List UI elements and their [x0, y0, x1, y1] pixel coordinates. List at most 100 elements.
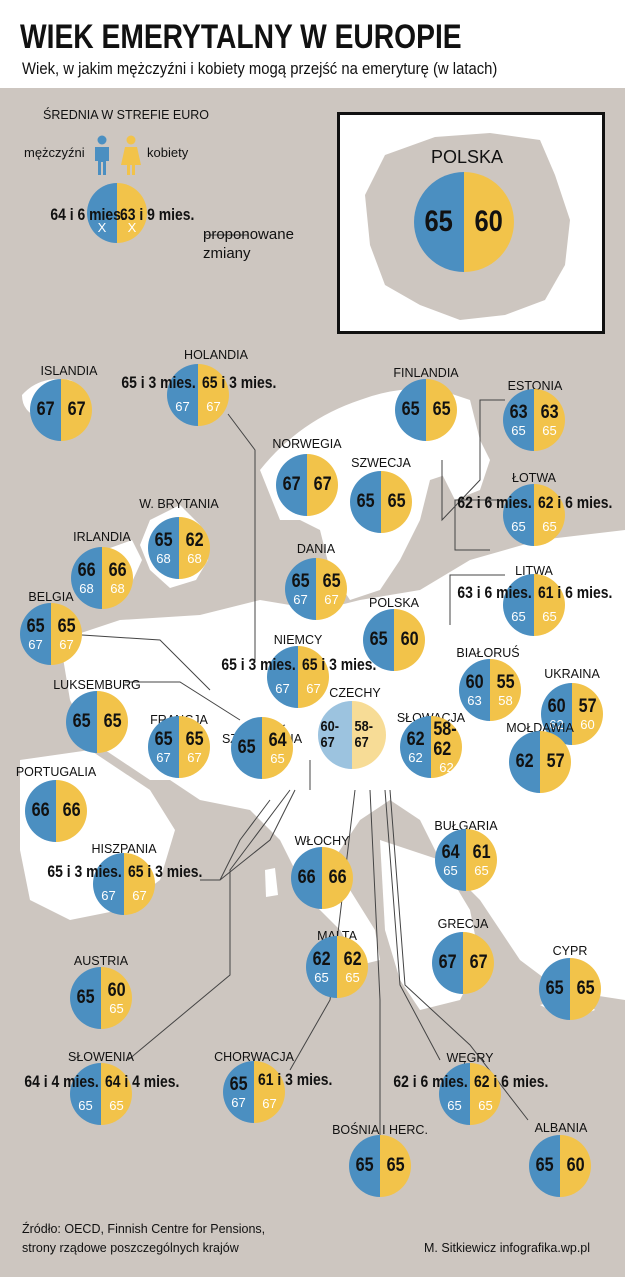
men-value-islandia: 67 — [36, 399, 55, 421]
men-half-litwa: 65 — [503, 574, 534, 636]
women-value-wlochy: 66 — [328, 867, 347, 889]
women-value-ukraina: 57 — [578, 695, 597, 717]
women-value-polska: 60 — [400, 629, 419, 651]
women-value-finlandia: 65 — [432, 399, 451, 421]
men-value-estonia: 63 — [509, 401, 528, 423]
country-circle-finlandia: 65 65 — [395, 379, 457, 441]
men-value-cypr: 65 — [545, 978, 564, 1000]
country-circle-cypr: 65 65 — [539, 958, 601, 1020]
poland-inset-label: POLSKA — [430, 147, 504, 167]
women-value-malta: 62 — [343, 948, 362, 970]
country-circle-malta: 62 65 62 65 — [306, 936, 368, 998]
men-value-litwa: 63 i 6 mies. — [457, 583, 532, 602]
women-proposed-slowacja: 62 — [439, 759, 454, 775]
page-subtitle: Wiek, w jakim mężczyźni i kobiety mogą p… — [22, 60, 498, 78]
men-value-czechy: 60-67 — [320, 718, 339, 751]
country-label-austria: AUSTRIA — [73, 954, 129, 968]
men-proposed-francja: 67 — [156, 749, 171, 765]
women-value-holandia: 65 i 3 mies. — [202, 373, 277, 392]
men-value-hiszpania: 65 i 3 mies. — [47, 862, 122, 881]
women-value-belgia: 65 — [57, 615, 76, 637]
women-value-w-brytania: 62 — [185, 529, 204, 551]
men-proposed-dania: 67 — [293, 591, 308, 607]
men-proposed-wegry: 65 — [447, 1097, 462, 1113]
women-value-irlandia: 66 — [108, 559, 127, 581]
poland-inset-circle: 65 60 — [414, 172, 514, 272]
country-circle-austria: 65 60 65 — [70, 967, 132, 1029]
women-value-hiszpania: 65 i 3 mies. — [128, 862, 203, 881]
women-value-estonia: 63 — [540, 401, 559, 423]
country-circle-szwecja: 65 65 — [350, 471, 412, 533]
country-label-slowenia: SŁOWENIA — [68, 1050, 134, 1064]
country-circle-belgia: 65 67 65 67 — [20, 603, 82, 665]
men-proposed-ukraina: 62 — [549, 716, 564, 732]
country-label-lotwa: ŁOTWA — [512, 471, 556, 485]
men-value-polska: 65 — [369, 629, 388, 651]
women-proposed-austria: 65 — [109, 1000, 124, 1016]
men-value-irlandia: 66 — [77, 559, 96, 581]
country-label-niemcy: NIEMCY — [273, 633, 323, 647]
women-half-slowacja: 58-62 62 — [431, 716, 462, 778]
women-value-niemcy: 65 i 3 mies. — [302, 655, 377, 674]
country-label-szwecja: SZWECJA — [351, 456, 411, 470]
country-circle-czechy: 60-67 58-67 — [318, 701, 386, 769]
country-label-w-brytania: W. BRYTANIA — [139, 497, 219, 511]
women-value-cypr: 65 — [576, 978, 595, 1000]
country-circle-portugalia: 66 66 — [25, 780, 87, 842]
country-label-grecja: GRECJA — [437, 917, 489, 931]
women-value-bosnia-i-herc: 65 — [386, 1155, 405, 1177]
legend-proposed-line2: zmiany — [203, 245, 251, 262]
men-value-bosnia-i-herc: 65 — [355, 1155, 374, 1177]
women-value-portugalia: 66 — [62, 800, 81, 822]
country-label-bosnia-i-herc: BOŚNIA I HERC. — [332, 1123, 428, 1137]
women-value-litwa: 61 i 6 mies. — [538, 583, 613, 602]
country-circle-albania: 65 60 — [529, 1135, 591, 1197]
men-proposed-bialorus: 63 — [467, 692, 482, 708]
legend-women-value: 63 i 9 mies. — [120, 205, 195, 224]
country-label-bialorus: BIAŁORUŚ — [456, 646, 520, 660]
men-value-finlandia: 65 — [401, 399, 420, 421]
finland-shape — [430, 420, 490, 500]
men-proposed-hiszpania: 67 — [101, 887, 116, 903]
country-label-wegry: WĘGRY — [446, 1051, 494, 1065]
men-proposed-malta: 65 — [314, 969, 329, 985]
country-label-irlandia: IRLANDIA — [73, 530, 131, 544]
women-proposed-belgia: 67 — [59, 636, 74, 652]
women-proposed-hiszpania: 67 — [132, 887, 147, 903]
men-proposed-estonia: 65 — [511, 422, 526, 438]
source-line2: strony rządowe poszczególnych krajów — [22, 1241, 239, 1255]
men-proposed-holandia: 67 — [175, 398, 190, 414]
men-value-niemcy: 65 i 3 mies. — [221, 655, 296, 674]
country-circle-bosnia-i-herc: 65 65 — [349, 1135, 411, 1197]
women-proposed-holandia: 67 — [206, 398, 221, 414]
country-label-estonia: ESTONIA — [507, 379, 563, 393]
women-proposed-slowenia: 65 — [109, 1097, 124, 1113]
country-circle-estonia: 63 65 63 65 — [503, 389, 565, 451]
country-label-hiszpania: HISZPANIA — [91, 842, 157, 856]
country-label-moldawia: MOŁDAWIA — [506, 721, 574, 735]
women-proposed-irlandia: 68 — [110, 580, 125, 596]
legend-proposed-line1: proponowane — [203, 226, 294, 243]
country-circle-moldawia: 62 57 — [509, 731, 571, 793]
legend-men-value: 64 i 6 mies. — [50, 205, 125, 224]
country-label-islandia: ISLANDIA — [40, 364, 98, 378]
men-value-slowenia: 64 i 4 mies. — [24, 1072, 99, 1091]
man-icon — [95, 135, 109, 175]
men-proposed-bulgaria: 65 — [443, 862, 458, 878]
men-value-austria: 65 — [76, 987, 95, 1009]
country-circle-litwa: 65 65 — [503, 574, 565, 636]
women-proposed-dania: 67 — [324, 591, 339, 607]
women-proposed-estonia: 65 — [542, 422, 557, 438]
men-value-lotwa: 62 i 6 mies. — [457, 493, 532, 512]
woman-icon — [121, 135, 141, 175]
men-value-malta: 62 — [312, 948, 331, 970]
country-circle-dania: 65 67 65 67 — [285, 558, 347, 620]
men-proposed-lotwa: 65 — [511, 518, 526, 534]
women-proposed-malta: 65 — [345, 969, 360, 985]
page-title: WIEK EMERYTALNY W EUROPIE — [20, 18, 462, 56]
women-value-czechy: 58-67 — [354, 718, 373, 751]
men-proposed-slowacja: 62 — [408, 749, 423, 765]
men-value-wlochy: 66 — [297, 867, 316, 889]
country-label-polska: POLSKA — [368, 596, 420, 610]
country-label-czechy: CZECHY — [329, 686, 381, 700]
